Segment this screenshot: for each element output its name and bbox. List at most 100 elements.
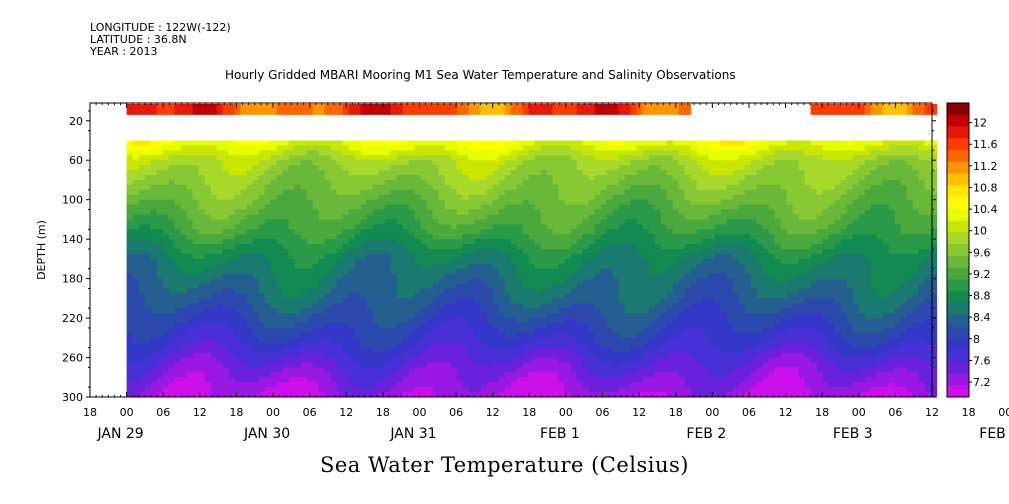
surface-temp-cell xyxy=(924,104,932,115)
temp-cell xyxy=(624,278,632,285)
temp-cell xyxy=(216,342,224,349)
temp-cell xyxy=(432,308,440,314)
temp-cell xyxy=(576,313,584,319)
temp-cell xyxy=(552,318,560,324)
temp-cell xyxy=(576,303,584,309)
temp-cell xyxy=(132,234,140,240)
temp-cell xyxy=(258,229,266,235)
temp-cell xyxy=(420,224,428,230)
temp-cell xyxy=(438,327,446,334)
temp-cell xyxy=(642,268,650,275)
temp-cell xyxy=(198,352,206,359)
temp-cell xyxy=(540,298,548,304)
temp-cell xyxy=(648,273,656,280)
temp-cell xyxy=(522,377,530,383)
temp-cell xyxy=(420,303,428,309)
temp-cell xyxy=(672,308,680,314)
temp-cell xyxy=(258,199,266,206)
temp-cell xyxy=(252,318,260,324)
temp-cell xyxy=(414,387,422,393)
temp-cell xyxy=(240,387,248,393)
temp-cell xyxy=(264,150,272,156)
temp-cell xyxy=(294,392,302,398)
temp-cell xyxy=(582,239,590,245)
temp-cell xyxy=(312,199,320,206)
temp-cell xyxy=(300,387,308,393)
temp-cell xyxy=(642,219,650,225)
temp-cell xyxy=(660,209,668,215)
year-label: YEAR : 2013 xyxy=(90,45,158,58)
surface-temp-cell xyxy=(840,104,848,115)
temp-cell xyxy=(576,160,584,166)
temp-cell xyxy=(318,332,326,339)
temp-cell xyxy=(384,273,392,280)
temp-cell xyxy=(612,288,620,294)
temp-cell xyxy=(360,194,368,201)
temp-cell xyxy=(366,273,374,280)
temp-cell xyxy=(330,224,338,230)
temp-cell xyxy=(516,214,524,220)
temp-cell xyxy=(642,258,650,265)
temp-cell xyxy=(450,165,458,171)
temp-cell xyxy=(384,214,392,220)
temp-cell xyxy=(582,268,590,275)
temp-cell xyxy=(156,170,164,176)
temp-cell xyxy=(246,372,254,378)
temp-cell xyxy=(534,160,542,166)
temp-cell xyxy=(582,155,590,161)
temp-cell xyxy=(552,234,560,240)
temp-cell xyxy=(210,224,218,230)
temp-cell xyxy=(366,175,374,181)
temp-cell xyxy=(318,392,326,398)
temp-cell xyxy=(222,367,230,373)
temp-cell xyxy=(276,140,284,146)
temp-cell xyxy=(294,362,302,368)
temp-cell xyxy=(444,219,452,225)
temp-cell xyxy=(492,347,500,354)
temp-cell xyxy=(198,357,206,363)
temp-cell xyxy=(450,204,458,211)
temp-cell xyxy=(420,234,428,240)
temp-cell xyxy=(570,244,578,250)
temp-cell xyxy=(552,258,560,265)
temp-cell xyxy=(438,229,446,235)
temp-cell xyxy=(552,263,560,270)
temp-cell xyxy=(192,357,200,363)
temp-cell xyxy=(486,179,494,186)
temp-cell xyxy=(342,249,350,255)
temp-cell xyxy=(618,303,626,309)
temp-cell xyxy=(168,224,176,230)
temp-cell xyxy=(480,357,488,363)
temp-cell xyxy=(168,229,176,235)
temp-cell xyxy=(678,332,686,339)
temp-cell xyxy=(222,219,230,225)
temp-cell xyxy=(252,175,260,181)
temp-cell xyxy=(510,298,518,304)
temp-cell xyxy=(318,323,326,329)
temp-cell xyxy=(618,239,626,245)
temp-cell xyxy=(216,327,224,334)
temp-cell xyxy=(390,160,398,166)
temp-cell xyxy=(240,224,248,230)
temp-cell xyxy=(216,273,224,280)
temp-cell xyxy=(510,179,518,186)
temp-cell xyxy=(306,288,314,294)
temp-cell xyxy=(474,318,482,324)
temp-cell xyxy=(612,199,620,206)
temp-cell xyxy=(678,362,686,368)
temp-cell xyxy=(180,175,188,181)
temp-cell xyxy=(300,219,308,225)
temp-cell xyxy=(234,387,242,393)
temp-cell xyxy=(174,253,182,260)
temp-cell xyxy=(294,347,302,354)
temp-cell xyxy=(258,293,266,299)
temp-cell xyxy=(348,249,356,255)
temp-cell xyxy=(660,278,668,285)
temp-cell xyxy=(582,362,590,368)
temp-cell xyxy=(366,283,374,289)
temp-cell xyxy=(540,179,548,186)
temp-cell xyxy=(360,308,368,314)
temp-cell xyxy=(288,258,296,265)
temp-cell xyxy=(348,170,356,176)
temp-cell xyxy=(156,189,164,196)
